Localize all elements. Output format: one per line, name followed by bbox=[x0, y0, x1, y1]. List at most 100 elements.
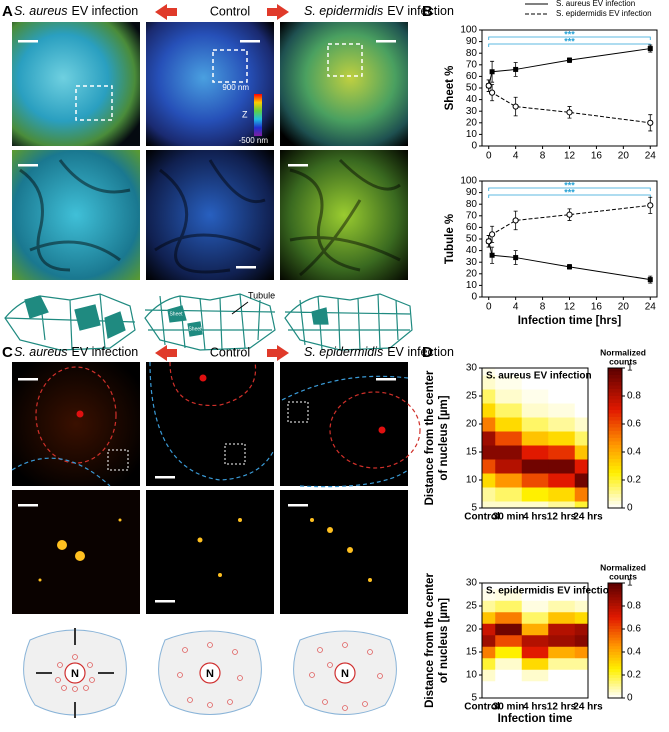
significance-label: *** bbox=[564, 36, 575, 46]
y-tick-label: 100 bbox=[460, 25, 477, 36]
heat-cell bbox=[548, 368, 576, 376]
heat-cell bbox=[548, 680, 576, 693]
y-tick-label: 25 bbox=[466, 391, 478, 402]
y-tick-label: 40 bbox=[466, 245, 478, 256]
colorbar-segment bbox=[608, 417, 622, 421]
heat-cell bbox=[495, 445, 523, 460]
colorbar-segment bbox=[608, 654, 622, 659]
heat-cell bbox=[574, 473, 588, 488]
heat-cell bbox=[521, 501, 549, 508]
heat-cell bbox=[495, 368, 523, 376]
colorbar-label: counts bbox=[609, 571, 637, 581]
column-header: S. epidermidis EV infection bbox=[304, 4, 454, 18]
heat-cell bbox=[482, 646, 496, 659]
series-line bbox=[488, 48, 651, 86]
heat-cell bbox=[521, 600, 549, 613]
x-tick-label: 24 bbox=[645, 302, 657, 313]
heat-cell bbox=[548, 646, 576, 659]
heat-cell bbox=[548, 634, 576, 647]
colorbar-segment bbox=[608, 652, 622, 656]
heat-cell bbox=[495, 680, 523, 693]
heat-cell bbox=[548, 403, 576, 418]
y-tick-label: 10 bbox=[466, 475, 478, 486]
header-suffix: EV infection bbox=[72, 4, 139, 18]
y-tick-label: 30 bbox=[466, 578, 478, 589]
colorbar-segment bbox=[608, 448, 622, 453]
colorbar-segment bbox=[608, 583, 622, 587]
colorbar-segment bbox=[608, 487, 622, 491]
colorbar-segment bbox=[608, 452, 622, 456]
heat-cell bbox=[521, 634, 549, 647]
x-tick-label: Control bbox=[464, 702, 500, 713]
y-tick-label: 30 bbox=[466, 363, 478, 374]
y-tick-label: 0 bbox=[471, 141, 477, 152]
colorbar-segment bbox=[608, 677, 622, 682]
colorbar-segment bbox=[608, 631, 622, 636]
y-axis-label: Tubule % bbox=[444, 214, 456, 264]
colorbar-tick-label: 0.2 bbox=[627, 670, 641, 681]
panel-label: A bbox=[2, 3, 13, 20]
panel-a-schematics bbox=[4, 293, 413, 351]
heat-cell bbox=[548, 583, 576, 590]
y-tick-label: 20 bbox=[466, 624, 478, 635]
plot-frame bbox=[481, 180, 658, 298]
heat-cell bbox=[574, 389, 588, 404]
data-point bbox=[647, 119, 654, 126]
colorbar-segment bbox=[608, 666, 622, 670]
x-tick-label: 4 hrs bbox=[523, 702, 547, 713]
heat-cell bbox=[482, 375, 496, 390]
heat-cell bbox=[495, 692, 523, 698]
x-tick-label: 16 bbox=[591, 151, 603, 162]
heat-cell bbox=[521, 487, 549, 502]
colorbar-segment bbox=[608, 466, 622, 470]
colorbar-segment bbox=[608, 385, 622, 390]
colorbar-tick-label: 0.4 bbox=[627, 447, 641, 458]
heat-cell bbox=[495, 487, 523, 502]
panel-label: C bbox=[2, 344, 13, 361]
colorbar-tick-label: 0.4 bbox=[627, 647, 641, 658]
heat-cell bbox=[482, 487, 496, 502]
heat-cell bbox=[521, 403, 549, 418]
colorbar-tick-label: 0.6 bbox=[627, 419, 641, 430]
y-axis-label: Sheet % bbox=[444, 66, 456, 111]
heat-cell bbox=[482, 588, 496, 601]
colorbar-segment bbox=[608, 501, 622, 505]
colorbar-segment bbox=[608, 371, 622, 376]
colorbar-segment bbox=[608, 614, 622, 618]
colorbar-segment bbox=[608, 410, 622, 414]
colorbar-segment bbox=[608, 585, 622, 590]
heat-cell bbox=[495, 375, 523, 390]
data-point bbox=[566, 109, 573, 116]
colorbar-segment bbox=[608, 483, 622, 488]
y-tick-label: 70 bbox=[466, 210, 478, 221]
column-header: Control bbox=[210, 4, 250, 18]
heat-cell bbox=[548, 473, 576, 488]
y-tick-label: 20 bbox=[466, 419, 478, 430]
heat-cell bbox=[574, 487, 588, 502]
colorbar-segment bbox=[608, 441, 622, 446]
schematic-label: Tubule bbox=[248, 290, 275, 300]
colorbar-frame bbox=[607, 582, 623, 699]
data-point bbox=[512, 103, 519, 110]
heat-cell bbox=[574, 623, 588, 636]
heatmap-title: S. epidermidis EV infection bbox=[486, 586, 615, 597]
data-point bbox=[489, 69, 495, 75]
heat-cell bbox=[495, 459, 523, 474]
x-tick-label: 20 bbox=[618, 151, 630, 162]
heat-cell bbox=[495, 623, 523, 636]
z-scale-label: Z bbox=[242, 109, 248, 119]
colorbar-segment bbox=[608, 378, 622, 383]
x-tick-label: 4 bbox=[513, 302, 519, 313]
y-tick-label: 20 bbox=[466, 268, 478, 279]
colorbar-segment bbox=[608, 389, 622, 393]
colorbar-segment bbox=[608, 455, 622, 460]
heat-cell bbox=[482, 680, 496, 693]
data-point bbox=[647, 46, 653, 52]
heat-cell bbox=[521, 646, 549, 659]
column-header: S. epidermidis EV infection bbox=[304, 345, 454, 359]
heat-cell bbox=[574, 403, 588, 418]
heat-cell bbox=[574, 501, 588, 508]
y-tick-label: 10 bbox=[466, 280, 478, 291]
y-tick-label: 30 bbox=[466, 257, 478, 268]
plot-frame bbox=[481, 29, 658, 147]
